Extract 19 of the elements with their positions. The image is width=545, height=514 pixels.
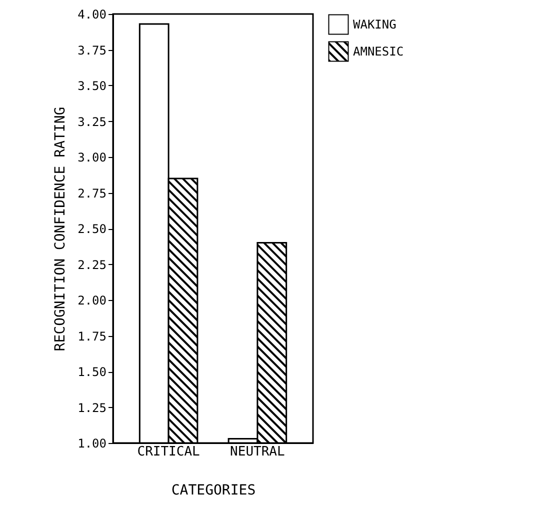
legend-label: WAKING [353, 18, 396, 32]
y-tick-label: 1.75 [78, 329, 106, 344]
x-axis-title: CATEGORIES [171, 482, 256, 498]
y-tick-label: 3.25 [78, 114, 106, 129]
y-tick-label: 1.50 [78, 365, 106, 379]
y-tick-label: 1.00 [78, 436, 106, 450]
y-tick-label: 4.00 [78, 8, 106, 22]
y-axis-title: RECOGNITION CONFIDENCE RATING [52, 106, 69, 352]
y-tick-label: 3.75 [78, 43, 106, 58]
y-tick-label: 2.25 [78, 258, 106, 272]
y-tick-label: 2.75 [78, 186, 106, 200]
legend-label: AMNESIC [353, 44, 404, 58]
y-tick-label: 2.00 [78, 294, 106, 308]
y-tick-label: 3.00 [78, 150, 106, 164]
x-tick-label: NEUTRAL [230, 444, 286, 460]
y-tick-label: 1.25 [78, 400, 106, 415]
y-tick-label: 2.50 [78, 222, 106, 236]
x-tick-label: CRITICAL [137, 444, 200, 460]
y-tick-label: 3.50 [78, 79, 106, 93]
